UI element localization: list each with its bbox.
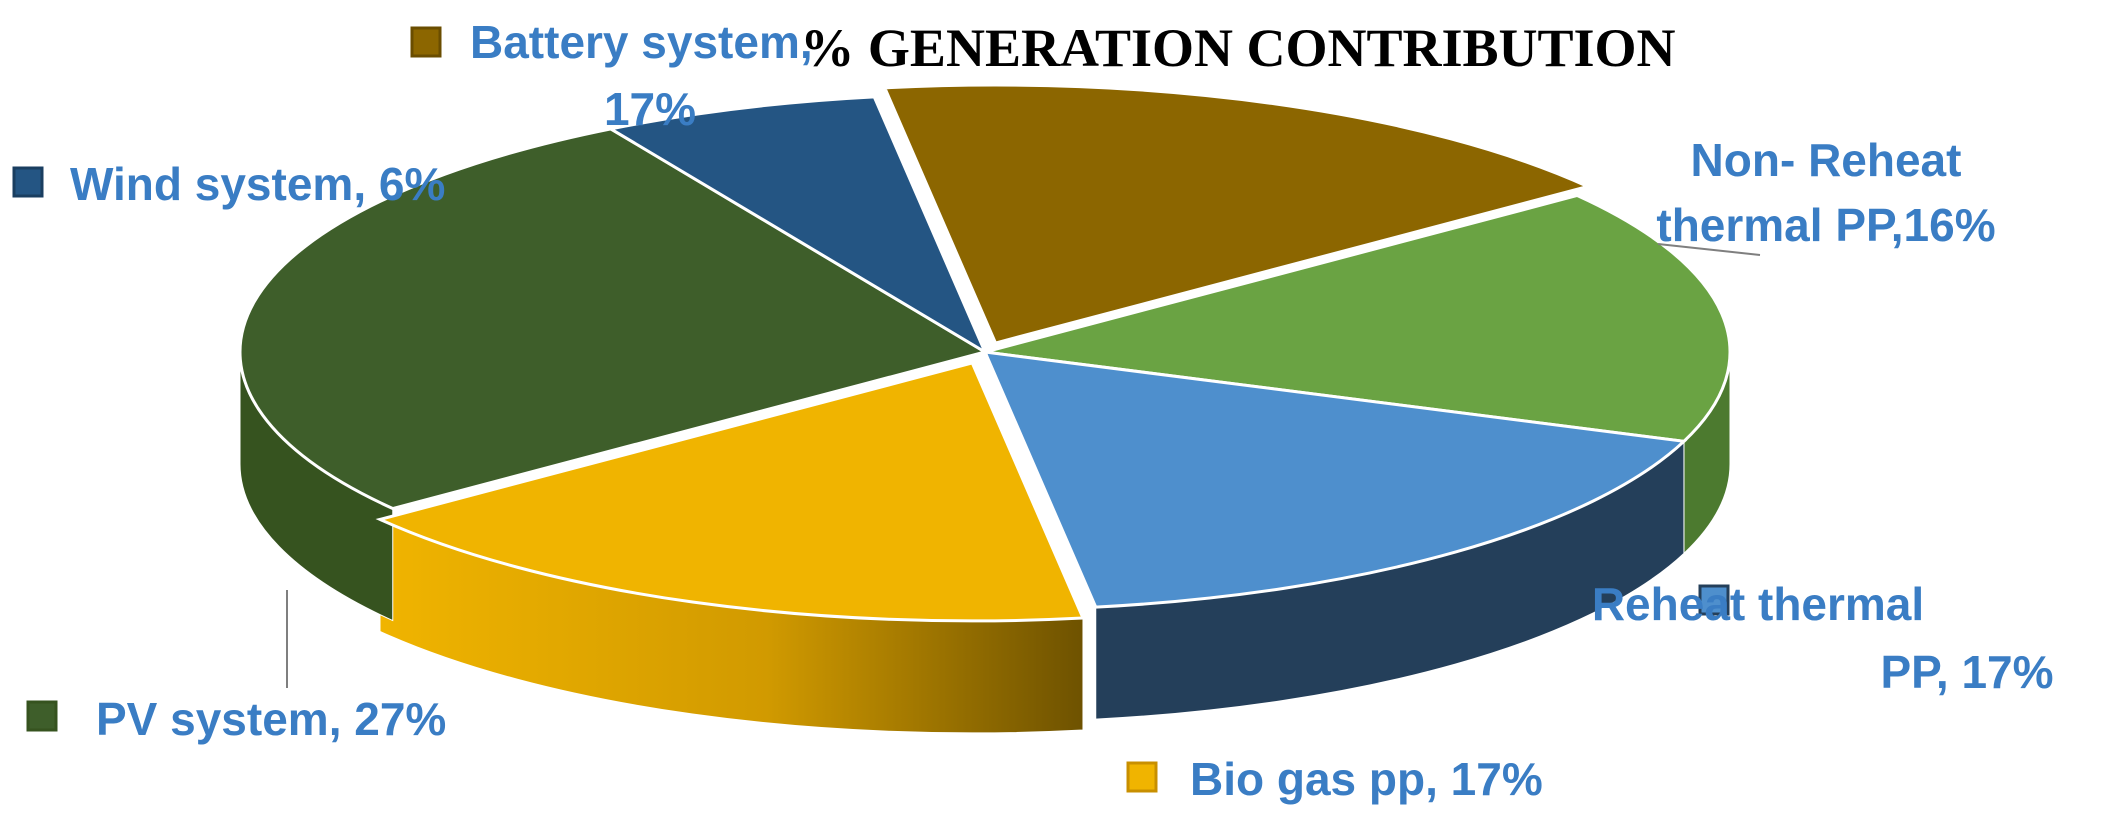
data-label-bio-gas-pp: Bio gas pp, 17%	[1190, 753, 1543, 805]
slice-bio-gas-pp	[375, 361, 1086, 623]
legend-key-battery-system	[410, 26, 442, 58]
data-label-non-reheat-thermal-pp: Non- Reheat thermal PP,16%	[1656, 134, 1995, 251]
data-label-reheat-thermal-pp: Reheat thermal PP, 17%	[1592, 578, 2054, 698]
data-label-wind-system: Wind system, 6%	[70, 158, 445, 210]
data-label-line-pv-system-0: PV system, 27%	[96, 693, 446, 745]
data-label-line-battery-system-1: 17%	[604, 83, 696, 135]
slice-pv-system	[238, 127, 989, 511]
data-label-line-wind-system-0: Wind system, 6%	[70, 158, 445, 210]
legend-key-wind-system	[12, 166, 44, 198]
data-label-line-non-reheat-thermal-pp-1: thermal PP,16%	[1656, 199, 1995, 251]
data-label-line-reheat-thermal-pp-1: PP, 17%	[1880, 646, 2053, 698]
data-label-line-non-reheat-thermal-pp-0: Non- Reheat	[1691, 134, 1962, 186]
data-label-battery-system: Battery system, 17%	[470, 16, 813, 135]
leader-line-non-reheat-thermal-pp	[1657, 243, 1761, 256]
chart-title: % GENERATION CONTRIBUTION	[800, 18, 1675, 78]
data-label-line-bio-gas-pp-0: Bio gas pp, 17%	[1190, 753, 1543, 805]
legend-key-bio-gas-pp	[1126, 761, 1158, 793]
data-label-line-reheat-thermal-pp-0: Reheat thermal	[1592, 578, 1924, 630]
slice-wind-system	[606, 95, 989, 356]
legend-key-reheat-thermal-pp	[1698, 584, 1730, 616]
legend-key-pv-system	[26, 700, 58, 732]
data-label-pv-system: PV system, 27%	[96, 693, 446, 745]
data-label-line-battery-system-0: Battery system,	[470, 16, 813, 68]
slice-reheat-thermal-pp	[982, 350, 1688, 609]
slice-battery-system	[882, 83, 1593, 345]
slice-non-reheat-thermal-pp	[984, 193, 1732, 443]
